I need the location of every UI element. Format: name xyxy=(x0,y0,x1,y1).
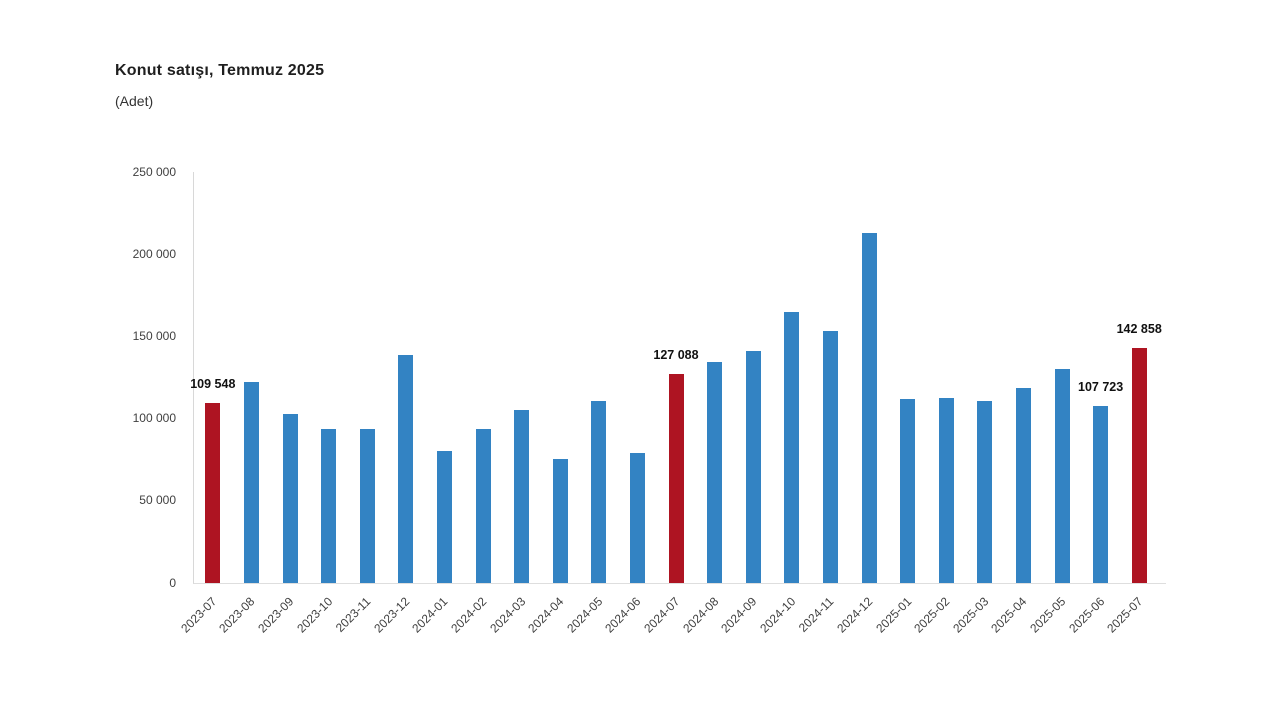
bar-2024-11 xyxy=(822,331,838,583)
y-axis-tick-label: 50 000 xyxy=(139,493,176,508)
y-axis-tick-label: 150 000 xyxy=(132,328,176,343)
bar-2024-04 xyxy=(552,458,568,583)
bar-2024-02 xyxy=(475,428,491,583)
bar-2024-03 xyxy=(514,409,530,583)
bar-2023-09 xyxy=(282,414,298,583)
bar-value-label-2025-07: 142 858 xyxy=(1116,322,1162,337)
bar-2024-12 xyxy=(861,233,877,583)
bar-value-label-2025-06: 107 723 xyxy=(1078,379,1124,394)
chart-subtitle: (Adet) xyxy=(115,93,154,109)
bar-2023-10 xyxy=(321,428,337,583)
bar-2024-05 xyxy=(591,401,607,583)
bar-2024-08 xyxy=(707,362,723,583)
bar-2023-07 xyxy=(205,402,221,583)
y-axis-tick-label: 0 xyxy=(169,575,176,590)
bar-2025-05 xyxy=(1054,369,1070,583)
bar-2024-07 xyxy=(668,374,684,583)
bar-value-label-2024-07: 127 088 xyxy=(653,348,699,363)
chart-title: Konut satışı, Temmuz 2025 xyxy=(115,62,325,79)
bar-2024-10 xyxy=(784,311,800,583)
bar-2023-08 xyxy=(243,382,259,583)
bar-2025-06 xyxy=(1093,405,1109,583)
bar-2023-11 xyxy=(359,429,375,583)
y-axis-tick-label: 250 000 xyxy=(132,164,176,179)
bar-2025-01 xyxy=(900,398,916,583)
bar-2024-01 xyxy=(436,450,452,583)
plot-area: 109 548 2023-07 2023-08 2023-09 2023-10 2023-… xyxy=(178,172,1166,635)
bar-value-label-2023-07: 109 548 xyxy=(190,376,236,391)
bar-2024-06 xyxy=(629,452,645,583)
y-axis-tick-label: 200 000 xyxy=(132,246,176,261)
bar-2025-02 xyxy=(938,397,954,583)
bar-2025-07 xyxy=(1131,348,1147,583)
bar-2025-03 xyxy=(977,400,993,583)
y-axis-tick-label: 100 000 xyxy=(132,411,176,426)
bar-2023-12 xyxy=(398,355,414,583)
bar-2024-09 xyxy=(745,351,761,583)
bar-2025-04 xyxy=(1015,388,1031,583)
